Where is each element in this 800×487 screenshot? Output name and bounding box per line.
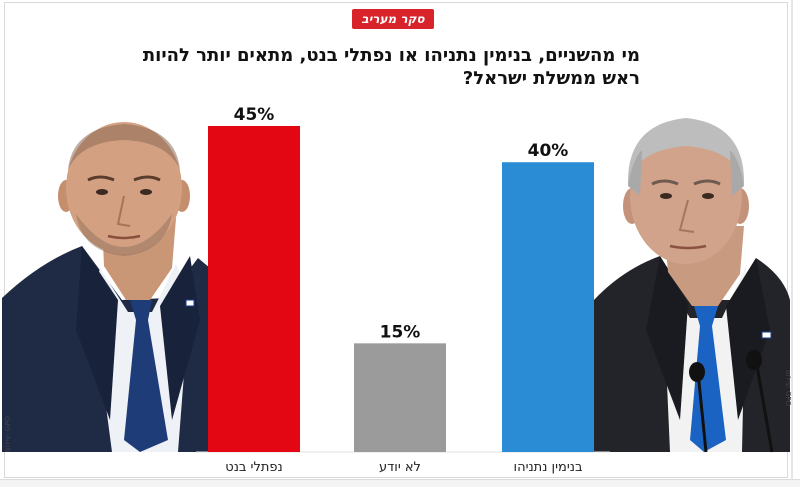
bar-3 <box>502 162 594 452</box>
bar-value-label-3: 40% <box>528 141 569 161</box>
chart-title: מי מהשניים, בנימין נתניהו או נפתלי בנט, … <box>142 45 640 89</box>
page-scrollbar-edge <box>791 0 793 486</box>
category-label-2: לא יודע <box>379 460 421 475</box>
photo-credit-right: צילום: GPO <box>784 370 792 406</box>
bar-1 <box>208 126 300 452</box>
bar-2 <box>354 343 446 452</box>
category-label-3: בנימין נתניהו <box>514 460 583 475</box>
page-bottom-edge <box>0 479 800 487</box>
bar-value-label-1: 45% <box>234 105 275 125</box>
portrait-right: צילום: GPO <box>594 118 792 453</box>
photo-credit-left: צילום: GPO <box>4 416 12 452</box>
bar-value-label-2: 15% <box>380 322 421 342</box>
portrait-left: צילום: GPO <box>2 122 210 452</box>
category-label-1: נפתלי בנט <box>225 460 282 475</box>
survey-source-badge: סקר מעריב <box>352 9 434 29</box>
